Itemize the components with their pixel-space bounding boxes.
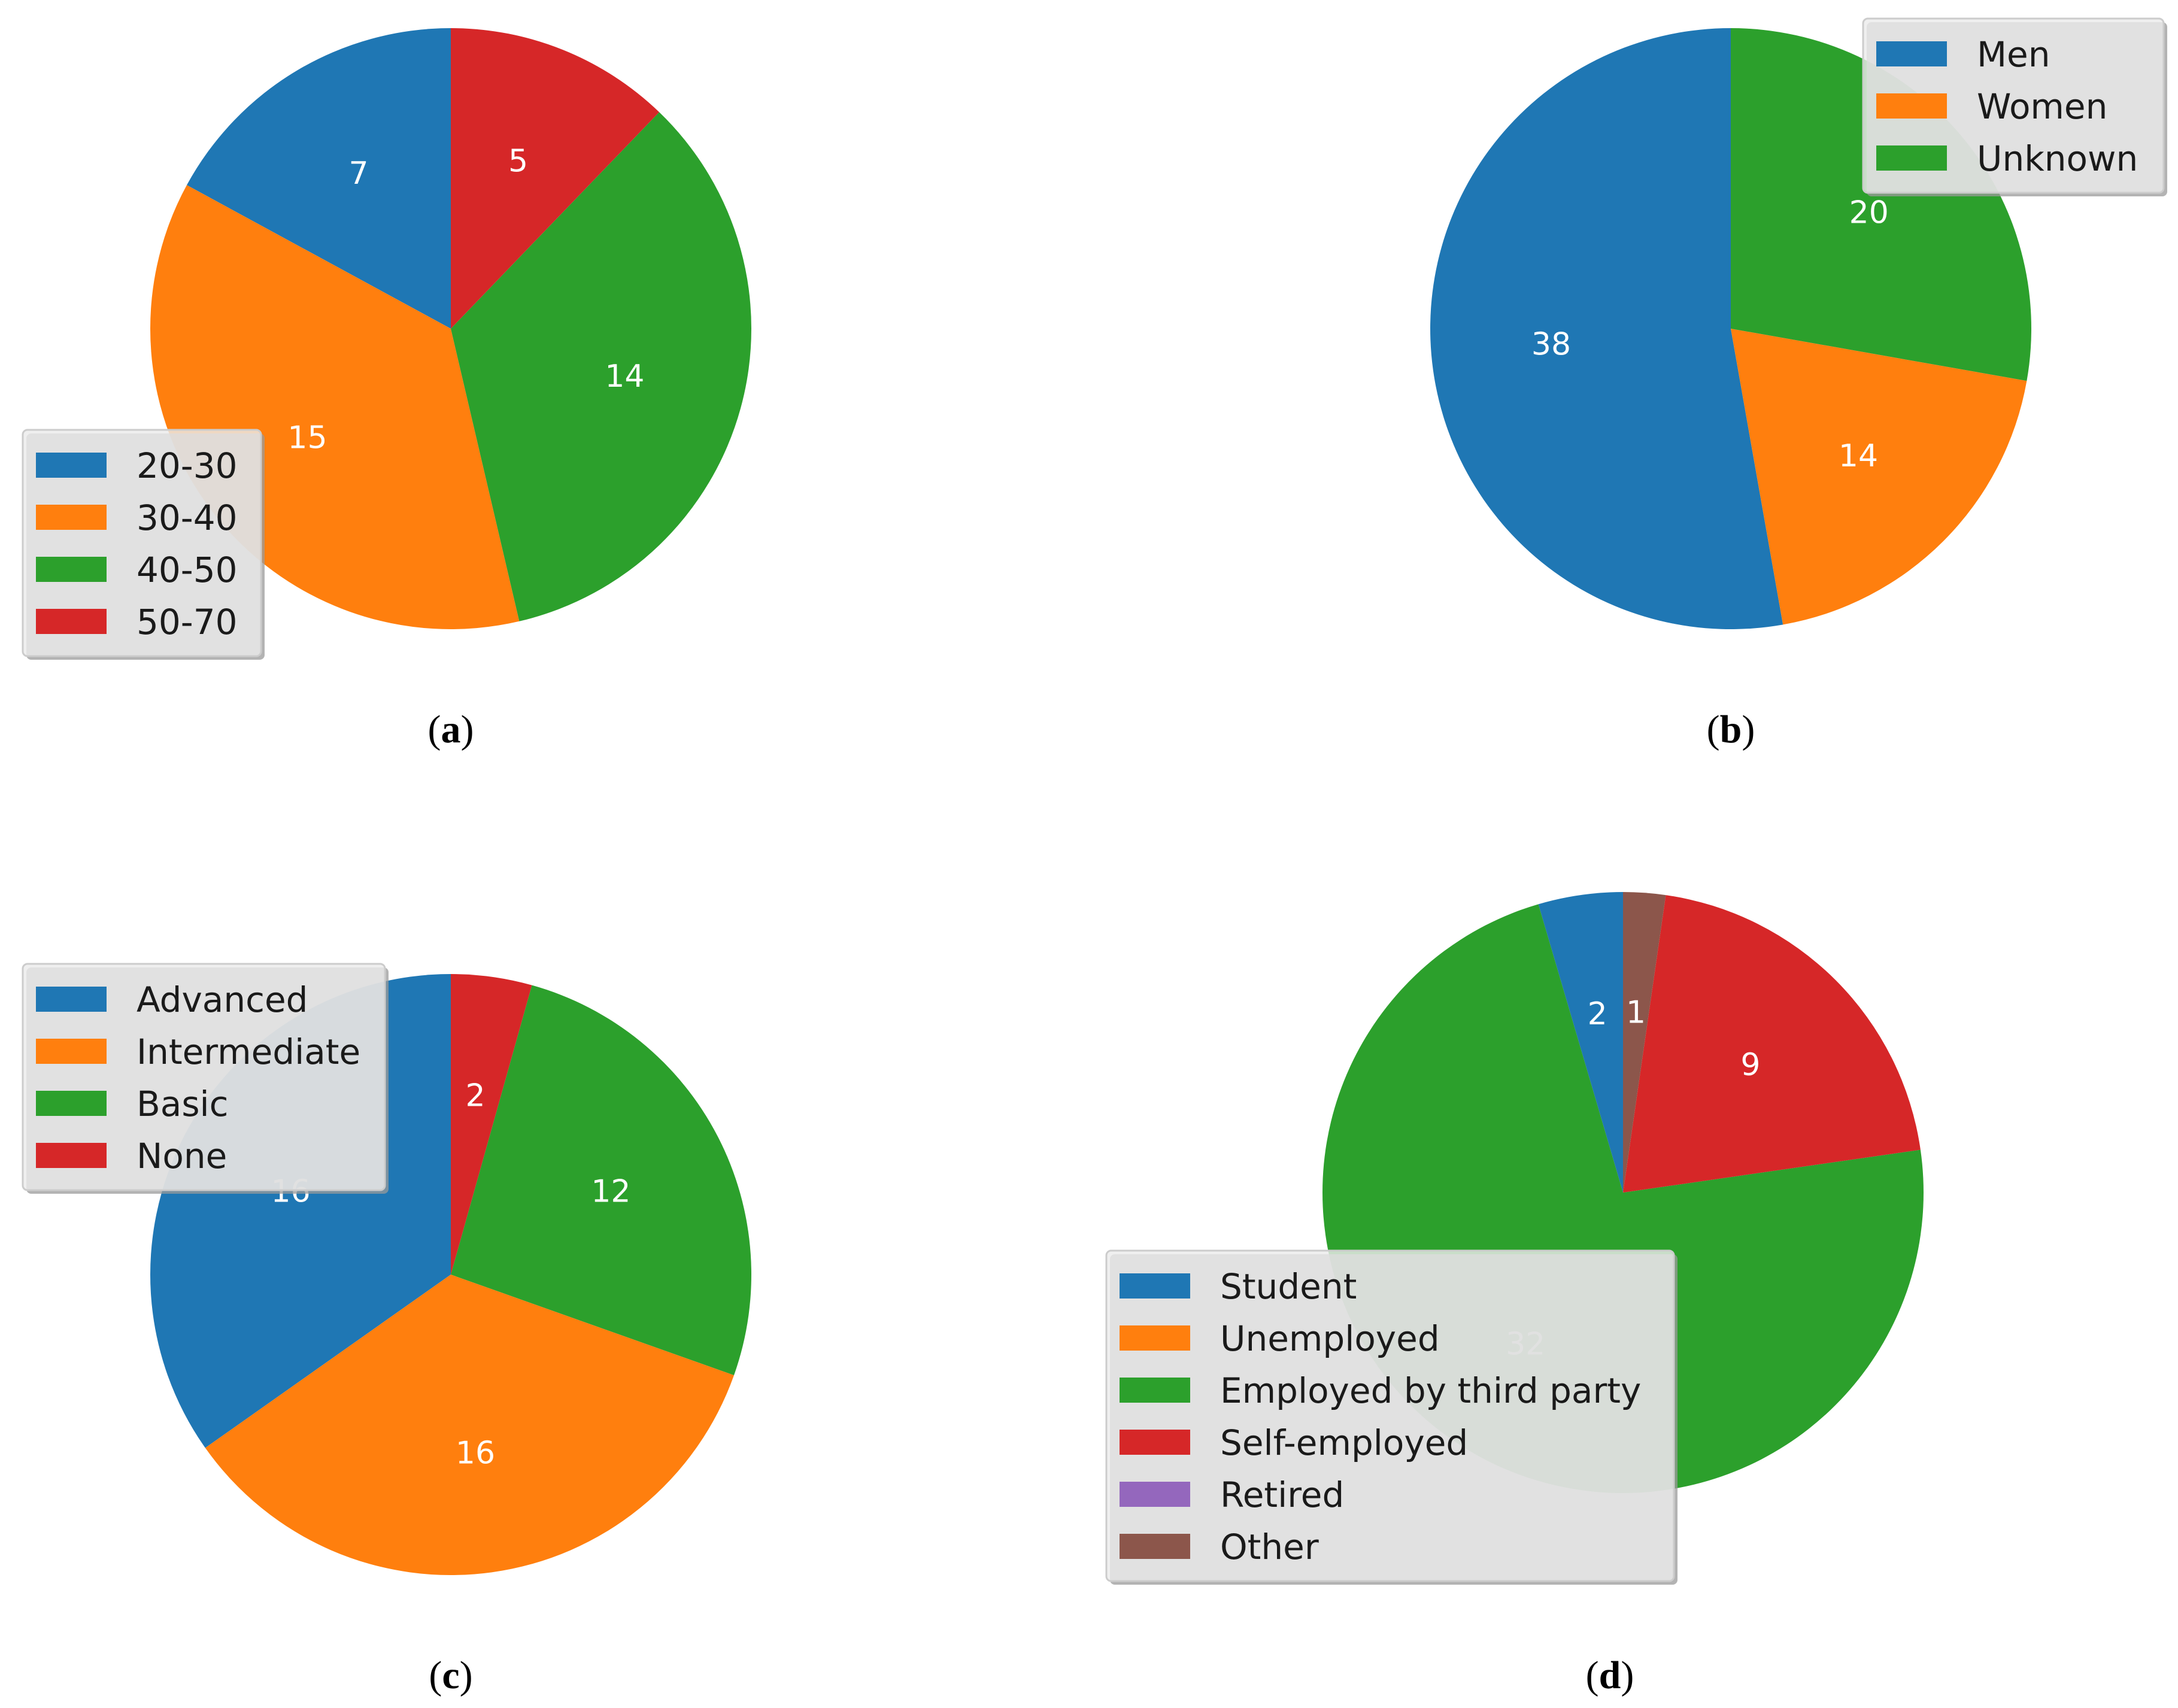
slice-value-label: 5	[508, 144, 528, 180]
slice-value-label: 2	[465, 1078, 485, 1114]
legend-swatch	[1120, 1430, 1190, 1455]
slice-value-label: 2	[1588, 996, 1607, 1032]
legend-label: None	[136, 1136, 227, 1176]
legend-box	[22, 963, 386, 1191]
pie-slice-none	[451, 974, 532, 1275]
legend-swatch	[36, 1039, 107, 1064]
slice-value-label: 1	[1626, 995, 1646, 1031]
slice-value-label: 12	[591, 1173, 630, 1209]
pie-slice-intermediate	[205, 1275, 735, 1575]
legend-swatch	[36, 1091, 107, 1116]
slice-value-label: 15	[287, 420, 327, 456]
legend-swatch	[36, 609, 107, 634]
pie-slice-basic	[451, 985, 752, 1376]
legend-label: 40-50	[136, 550, 238, 590]
slice-value-label: 14	[605, 359, 644, 395]
legend-swatch	[1876, 41, 1947, 66]
legend-label: Unknown	[1977, 138, 2138, 179]
legend-label: Women	[1977, 86, 2107, 127]
pie-slice-20-30	[186, 28, 451, 329]
legend-swatch	[1120, 1482, 1190, 1507]
pie-slice-student	[1538, 892, 1623, 1193]
legend-swatch	[36, 505, 107, 530]
slice-value-label: 14	[1839, 438, 1878, 474]
legend: Student Unemployed Employed by third party…	[1105, 1249, 1678, 1585]
legend-swatch	[36, 987, 107, 1012]
legend-swatch	[36, 1143, 107, 1168]
pie-slice-50-70	[451, 28, 660, 329]
pie-slice-40-50	[451, 112, 751, 621]
legend-swatch	[1876, 145, 1947, 171]
legend-swatch	[1120, 1325, 1190, 1351]
legend-swatch	[1120, 1378, 1190, 1403]
pie-slice-women	[1731, 329, 2027, 625]
legend: Advanced Intermediate Basic None	[22, 963, 389, 1194]
legend-swatch	[1120, 1534, 1190, 1559]
legend-label: 50-70	[136, 602, 238, 642]
subfigure-caption: (c)	[429, 1654, 472, 1697]
legend-label: Other	[1220, 1527, 1319, 1567]
legend-label: Self-employed	[1220, 1422, 1468, 1463]
legend-swatch	[1876, 93, 1947, 119]
legend-box	[1105, 1249, 1675, 1582]
legend-label: Retired	[1220, 1475, 1344, 1515]
legend-label: 20-30	[136, 445, 238, 486]
legend: Men Women Unknown	[1862, 17, 2167, 196]
legend-label: Intermediate	[136, 1032, 360, 1072]
slice-value-label: 9	[1740, 1047, 1760, 1083]
legend-swatch	[36, 557, 107, 582]
subfigure-caption: (a)	[428, 708, 474, 751]
legend-label: Student	[1220, 1266, 1357, 1307]
legend-label: Employed by third party	[1220, 1370, 1641, 1411]
slice-labels: 38 14 20	[1531, 195, 1889, 474]
slice-value-label: 20	[1849, 195, 1889, 230]
legend-label: Basic	[136, 1084, 229, 1124]
subfigure-caption: (d)	[1586, 1654, 1634, 1697]
slice-value-label: 38	[1531, 326, 1571, 362]
slice-value-label: 7	[349, 156, 369, 192]
slice-labels: 7 15 14 5	[287, 144, 644, 456]
pie-slice-unknown	[1731, 28, 2031, 381]
subfigure-caption: (b)	[1707, 708, 1755, 751]
slice-value-label: 16	[456, 1435, 495, 1471]
legend-box	[22, 429, 262, 657]
pie-chart-b: 38 14 20	[1430, 28, 2031, 629]
legend-label: 30-40	[136, 497, 238, 538]
pie-slice-men	[1430, 28, 1783, 629]
legend-label: Advanced	[136, 979, 308, 1020]
legend-label: Men	[1977, 34, 2050, 75]
legend-swatch	[36, 453, 107, 478]
legend-label: Unemployed	[1220, 1318, 1440, 1359]
pie-slice-self-employed	[1623, 895, 1921, 1193]
legend-swatch	[1120, 1273, 1190, 1299]
pie-slice-other	[1623, 892, 1666, 1193]
legend: 20-30 30-40 40-50 50-70	[22, 429, 265, 660]
